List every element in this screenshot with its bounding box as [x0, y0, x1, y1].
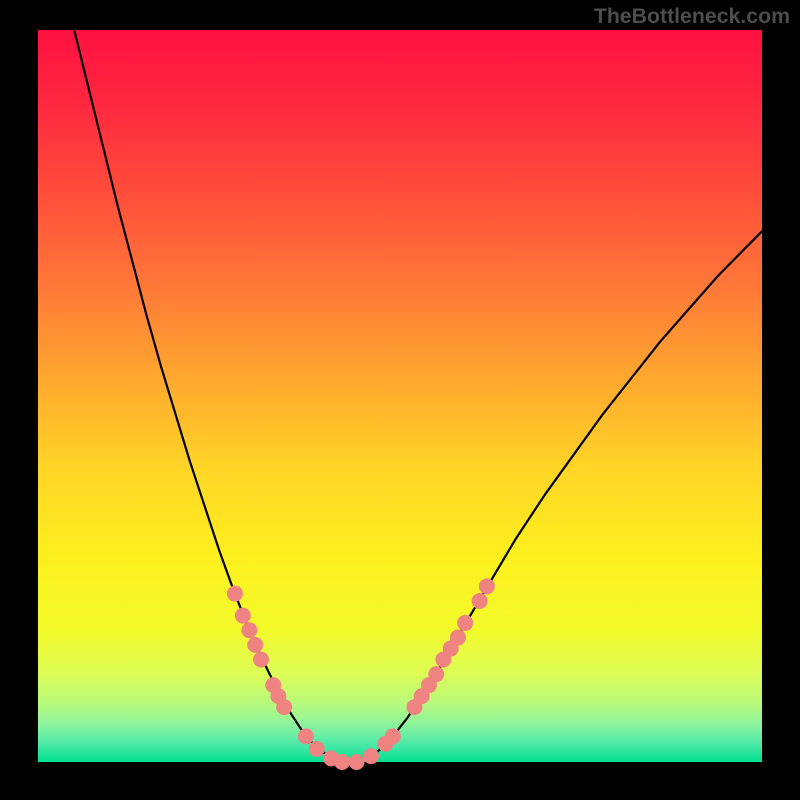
watermark-text: TheBottleneck.com	[594, 4, 790, 29]
plot-background-gradient	[38, 30, 762, 762]
curve-marker	[363, 748, 379, 764]
curve-marker	[472, 593, 488, 609]
curve-marker	[334, 754, 350, 770]
curve-marker	[253, 652, 269, 668]
curve-marker	[349, 754, 365, 770]
curve-marker	[241, 622, 257, 638]
curve-marker	[235, 608, 251, 624]
curve-marker	[227, 586, 243, 602]
chart-stage: TheBottleneck.com	[0, 0, 800, 800]
bottleneck-curve-chart	[0, 0, 800, 800]
curve-marker	[309, 741, 325, 757]
curve-marker	[457, 615, 473, 631]
curve-marker	[479, 578, 495, 594]
curve-marker	[450, 630, 466, 646]
curve-marker	[247, 637, 263, 653]
curve-marker	[385, 728, 401, 744]
curve-marker	[276, 699, 292, 715]
curve-marker	[428, 666, 444, 682]
curve-marker	[298, 728, 314, 744]
